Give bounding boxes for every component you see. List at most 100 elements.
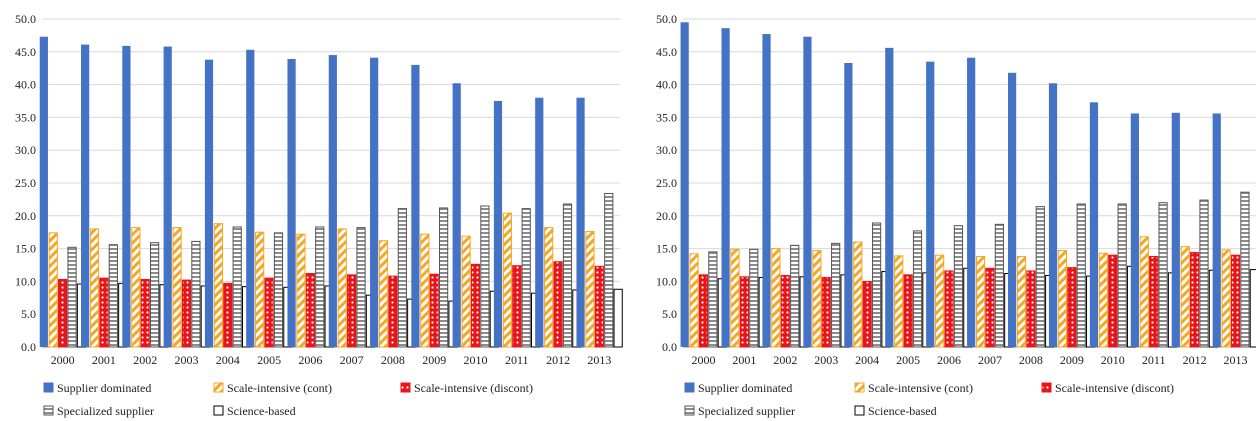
legend-swatch-specialized-supplier: [43, 405, 54, 416]
bar-scale-intensive-cont: [1139, 236, 1149, 348]
legend-swatch-science-based: [213, 405, 224, 416]
bar-scale-intensive-cont: [853, 241, 863, 348]
chart-left: 0.0 5.0 10.0 15.0 20.0 25.0 30.0 35.0 40.0 45.0 50…: [15, 12, 623, 418]
y-tick-label: 45.0: [656, 45, 677, 59]
bar-specialized-supplier: [749, 248, 759, 348]
bar-scale-intensive-discont: [698, 274, 709, 348]
bar-supplier-dominated: [204, 59, 214, 348]
x-tick-label: 2003: [814, 353, 838, 367]
legend-swatch-scale-intensive-cont: [854, 382, 865, 393]
legend-swatch-scale-intensive-discont: [400, 382, 411, 393]
bar-supplier-dominated: [81, 44, 90, 348]
bar-supplier-dominated: [844, 62, 853, 348]
y-tick-label: 25.0: [15, 176, 36, 190]
y-tick-label: 45.0: [15, 45, 36, 59]
bar-scale-intensive-cont: [730, 248, 740, 348]
bar-scale-intensive-discont: [1230, 254, 1241, 348]
bar-scale-intensive-cont: [378, 240, 389, 348]
y-tick-label: 0.0: [662, 340, 677, 354]
bar-specialized-supplier: [67, 246, 77, 348]
legend-label-scale-intensive-discont: Scale-intensive (discont): [1055, 381, 1174, 395]
bar-scale-intensive-cont: [935, 254, 945, 348]
bar-scale-intensive-cont: [89, 228, 100, 348]
bar-scale-intensive-discont: [594, 265, 604, 348]
y-tick-label: 0.0: [21, 340, 36, 354]
bar-supplier-dominated: [803, 36, 812, 347]
bar-specialized-supplier: [356, 227, 366, 348]
bar-scale-intensive-discont: [862, 280, 872, 348]
y-tick-label: 15.0: [656, 242, 677, 256]
legend-label-science-based: Science-based: [227, 404, 296, 418]
bar-scale-intensive-discont: [223, 282, 233, 348]
bar-specialized-supplier: [273, 232, 284, 348]
bar-specialized-supplier: [562, 203, 573, 348]
x-tick-label: 2001: [732, 353, 756, 367]
bar-scale-intensive-cont: [975, 255, 986, 348]
bar-scale-intensive-discont: [181, 279, 192, 348]
legend-label-scale-intensive-cont: Scale-intensive (cont): [227, 381, 332, 395]
bar-scale-intensive-discont: [1108, 254, 1118, 348]
legend-label-scale-intensive-cont: Scale-intensive (cont): [868, 381, 973, 395]
bar-scale-intensive-discont: [264, 277, 274, 348]
bar-specialized-supplier: [315, 226, 325, 348]
y-tick-label: 50.0: [15, 12, 36, 26]
x-tick-label: 2006: [937, 353, 961, 367]
y-tick-label: 40.0: [15, 78, 36, 92]
x-tick-label: 2003: [175, 353, 199, 367]
y-tick-label: 5.0: [21, 307, 36, 321]
x-tick-label: 2000: [691, 353, 715, 367]
bar-scale-intensive-cont: [255, 231, 265, 348]
bar-supplier-dominated: [370, 57, 379, 347]
x-tick-label: 2005: [896, 353, 920, 367]
x-tick-label: 2000: [51, 353, 75, 367]
bar-scale-intensive-cont: [585, 231, 595, 348]
x-tick-label: 2007: [978, 353, 1002, 367]
y-tick-label: 40.0: [656, 78, 677, 92]
bar-scale-intensive-cont: [771, 248, 781, 348]
bar-specialized-supplier: [994, 223, 1004, 348]
y-tick-label: 20.0: [656, 209, 677, 223]
legend-swatch-scale-intensive-cont: [213, 382, 224, 393]
bar-scale-intensive-discont: [58, 278, 68, 348]
bar-supplier-dominated: [721, 28, 730, 348]
bar-scale-intensive-discont: [512, 265, 522, 348]
bar-supplier-dominated: [1048, 83, 1058, 348]
x-tick-label: 2009: [422, 353, 446, 367]
legend-label-supplier-dominated: Supplier dominated: [57, 381, 151, 395]
bar-scale-intensive-discont: [903, 274, 913, 348]
bar-scale-intensive-discont: [1026, 270, 1036, 348]
bar-specialized-supplier: [439, 207, 449, 348]
bar-specialized-supplier: [953, 225, 964, 348]
bar-scale-intensive-discont: [429, 273, 439, 348]
bar-specialized-supplier: [108, 244, 118, 348]
bar-supplier-dominated: [1212, 113, 1221, 348]
bar-supplier-dominated: [122, 45, 131, 348]
bar-scale-intensive-discont: [1190, 252, 1200, 348]
x-tick-label: 2006: [298, 353, 322, 367]
y-tick-label: 30.0: [656, 143, 677, 157]
bar-supplier-dominated: [926, 61, 935, 347]
x-tick-label: 2009: [1060, 353, 1084, 367]
bar-supplier-dominated: [452, 83, 461, 348]
bar-scale-intensive-discont: [553, 261, 563, 348]
bar-supplier-dominated: [576, 97, 585, 347]
bar-scale-intensive-discont: [739, 276, 749, 348]
bar-specialized-supplier: [480, 205, 490, 348]
bar-supplier-dominated: [328, 55, 337, 348]
x-tick-label: 2011: [505, 353, 529, 367]
y-tick-label: 50.0: [656, 12, 677, 26]
bar-scale-intensive-cont: [689, 253, 699, 348]
x-tick-label: 2011: [1142, 353, 1166, 367]
legend-label-specialized-supplier: Specialized supplier: [57, 404, 154, 418]
bar-specialized-supplier: [232, 226, 242, 348]
legend-swatch-supplier-dominated: [684, 382, 695, 393]
bar-specialized-supplier: [708, 251, 718, 348]
bar-specialized-supplier: [912, 230, 923, 348]
y-tick-label: 25.0: [656, 176, 677, 190]
bar-scale-intensive-discont: [347, 274, 357, 348]
bar-science-based: [1249, 269, 1256, 348]
x-tick-label: 2008: [381, 353, 405, 367]
y-tick-label: 10.0: [15, 274, 36, 288]
bar-scale-intensive-cont: [296, 233, 306, 348]
bar-scale-intensive-cont: [337, 228, 347, 348]
